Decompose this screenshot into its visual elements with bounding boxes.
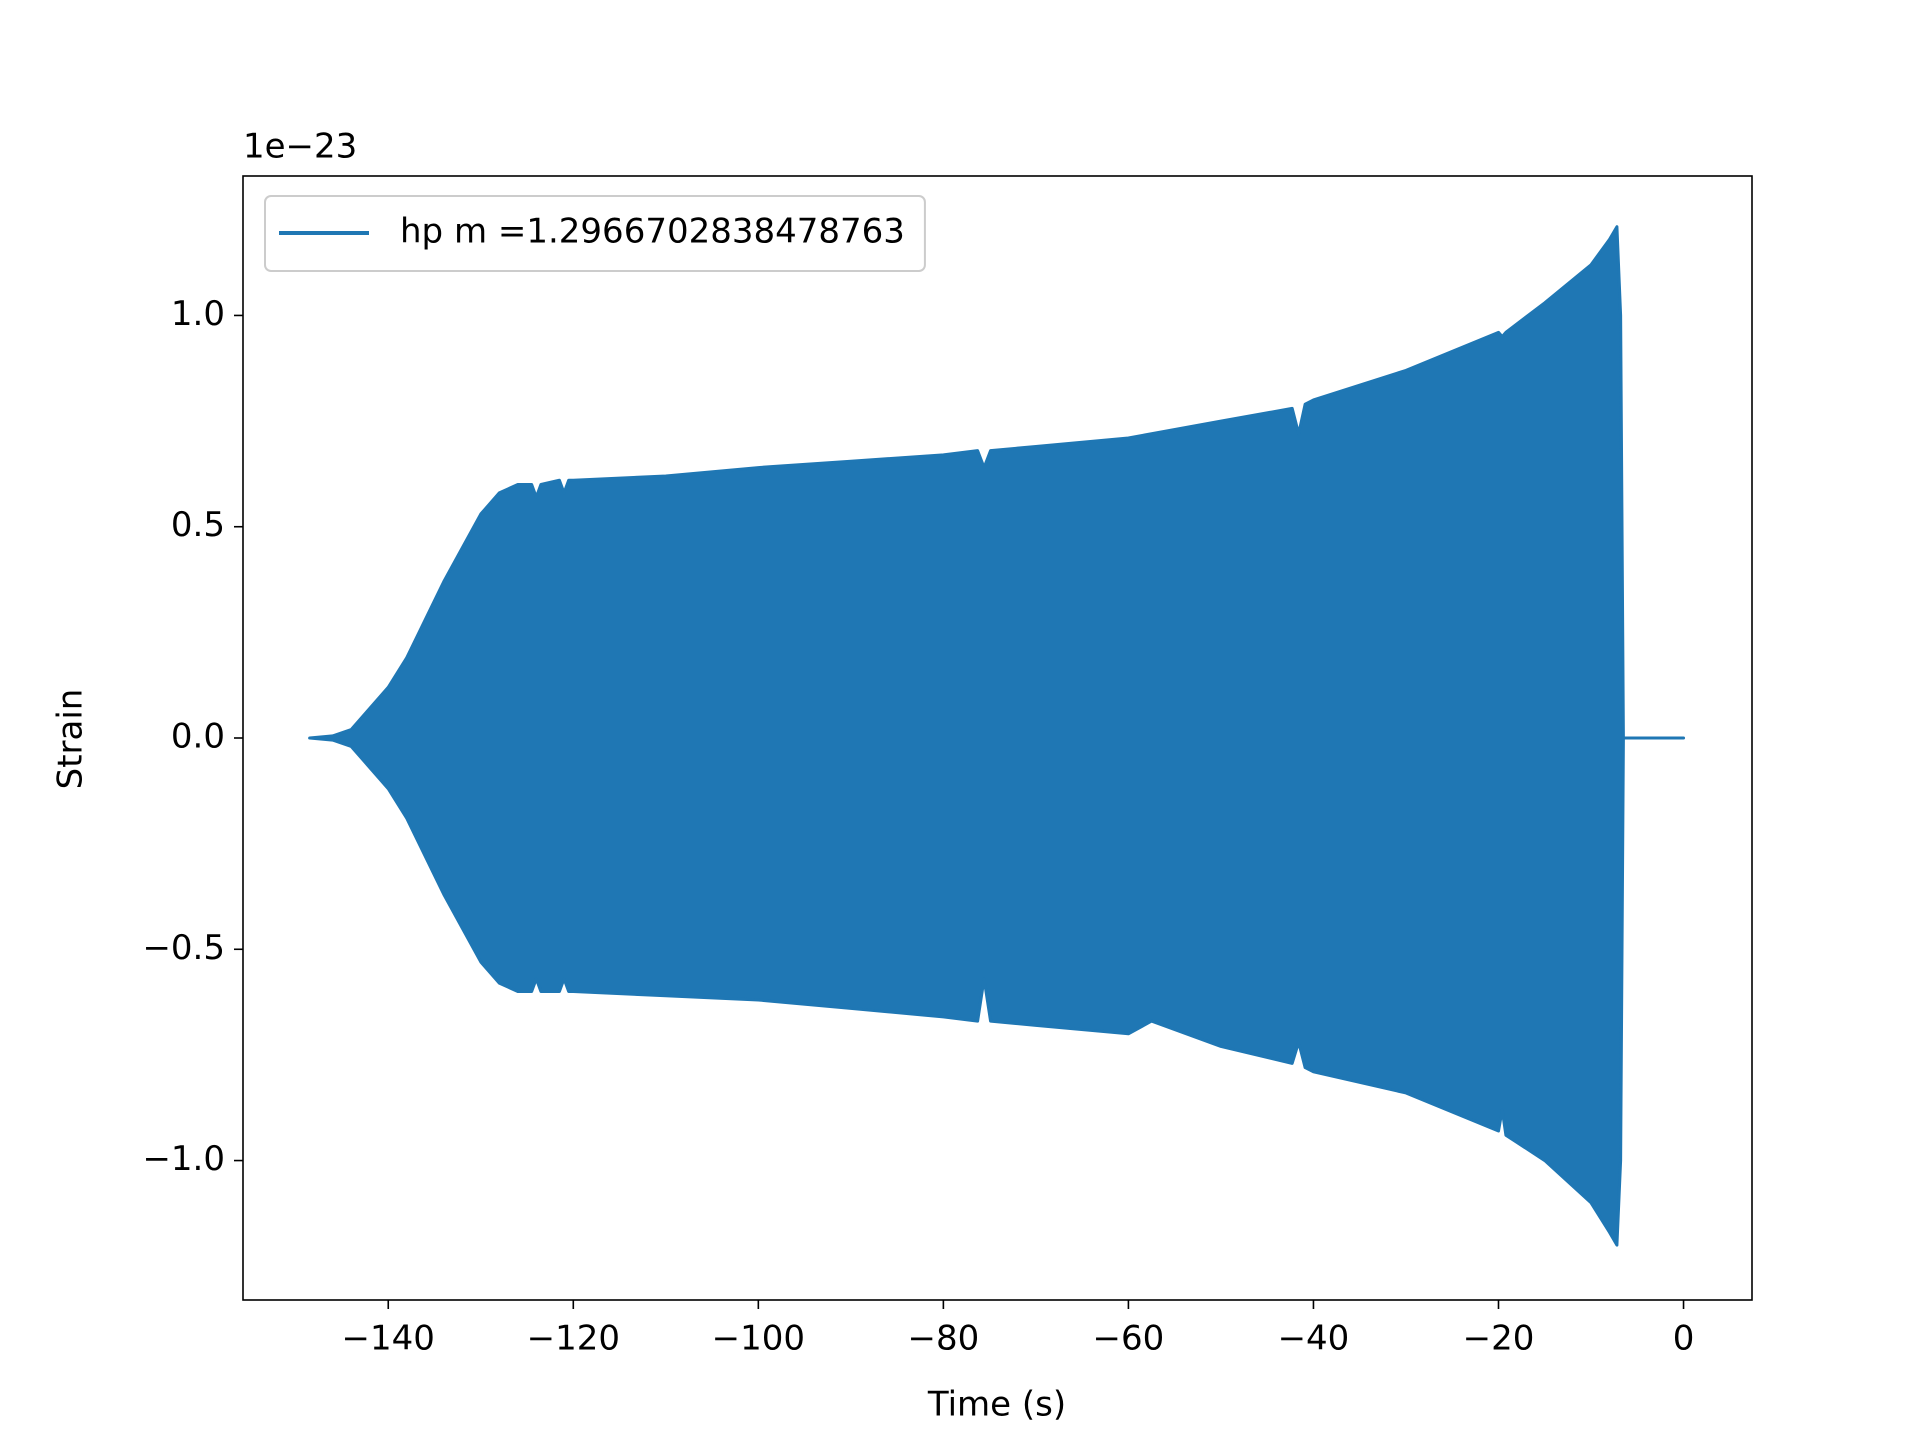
legend-label: hp m =1.2966702838478763 xyxy=(400,212,905,252)
y-tick-label: 1.0 xyxy=(171,294,225,334)
offset-text: 1e−23 xyxy=(243,127,357,167)
x-tick-label: −20 xyxy=(1463,1319,1535,1359)
x-axis-label: Time (s) xyxy=(927,1385,1066,1425)
x-tick-label: −80 xyxy=(907,1319,979,1359)
x-tick-label: −40 xyxy=(1278,1319,1350,1359)
x-tick-label: −60 xyxy=(1093,1319,1165,1359)
y-tick-label: −1.0 xyxy=(142,1139,225,1179)
y-tick-label: −0.5 xyxy=(142,928,225,968)
y-tick-label: 0.0 xyxy=(171,717,225,757)
x-tick-label: −120 xyxy=(527,1319,620,1359)
legend xyxy=(264,195,926,272)
signal-envelope xyxy=(308,225,1686,1247)
x-tick-label: −100 xyxy=(712,1319,805,1359)
x-tick-label: −140 xyxy=(342,1319,435,1359)
x-tick-label: 0 xyxy=(1673,1319,1695,1359)
y-axis-label: Strain xyxy=(51,689,91,790)
y-tick-label: 0.5 xyxy=(171,505,225,545)
